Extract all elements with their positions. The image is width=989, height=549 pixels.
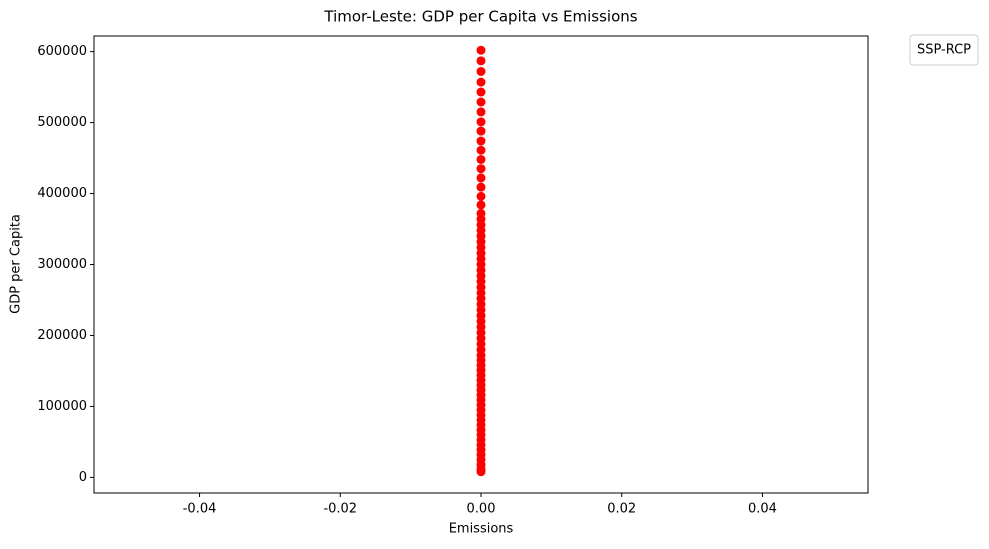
point (476, 45, 486, 55)
point (476, 97, 486, 107)
point (476, 145, 486, 155)
point (476, 191, 486, 201)
x-tick-label: 0.00 (467, 502, 496, 517)
y-tick-label: 0 (79, 470, 87, 485)
point (476, 154, 486, 164)
point (476, 87, 486, 97)
point (476, 126, 486, 136)
y-tick-label: 100000 (37, 399, 87, 414)
y-tick-label: 200000 (37, 328, 87, 343)
x-tick-label: 0.02 (607, 502, 636, 517)
y-tick-label: 300000 (37, 257, 87, 272)
point (476, 200, 486, 210)
point (476, 164, 486, 174)
y-tick-label: 400000 (37, 186, 87, 201)
y-tick-label: 500000 (37, 115, 87, 130)
x-axis-label: Emissions (449, 522, 514, 537)
point (476, 117, 486, 127)
plot-frame (93, 35, 869, 494)
chart-title: Timor-Leste: GDP per Capita vs Emissions (323, 8, 637, 26)
legend-title: SSP-RCP (917, 43, 971, 58)
point (476, 56, 486, 66)
legend-box (909, 34, 979, 66)
point (476, 467, 486, 477)
point (476, 182, 486, 192)
point (476, 77, 486, 87)
x-tick-label: -0.04 (183, 502, 217, 517)
y-tick-label: 600000 (37, 44, 87, 59)
point (476, 173, 486, 183)
point (476, 107, 486, 117)
x-tick-label: -0.02 (323, 502, 357, 517)
point (476, 66, 486, 76)
y-axis-label: GDP per Capita (9, 214, 24, 314)
point (476, 136, 486, 146)
x-tick-label: 0.04 (748, 502, 777, 517)
